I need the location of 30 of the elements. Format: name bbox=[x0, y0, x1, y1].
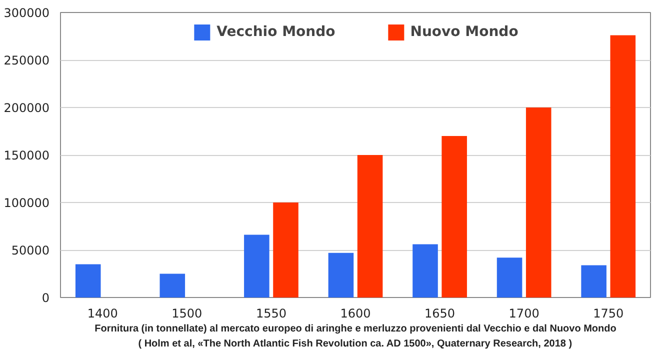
bar bbox=[442, 136, 467, 298]
bar bbox=[357, 155, 383, 298]
text: ( Holm et al, «The North Atlantic Fish Revolution ca. AD 1500», Quaternary Research, 2018 ) bbox=[138, 338, 572, 350]
legend-label: Vecchio Mondo bbox=[216, 24, 336, 40]
x-tick-label: 1500 bbox=[172, 306, 202, 320]
bar bbox=[160, 274, 186, 298]
x-tick-label: 1750 bbox=[593, 306, 624, 320]
bar bbox=[273, 202, 298, 298]
bar bbox=[328, 252, 354, 298]
bar bbox=[581, 265, 606, 298]
y-tick-label: 150000 bbox=[4, 148, 50, 162]
x-tick-label: 1600 bbox=[340, 306, 371, 320]
legend-label: Nuovo Mondo bbox=[410, 24, 518, 40]
y-tick-label: 300000 bbox=[4, 6, 50, 20]
x-tick-label: 1550 bbox=[256, 306, 286, 320]
bar bbox=[496, 258, 522, 298]
bar bbox=[244, 234, 270, 298]
x-tick-label: 1650 bbox=[424, 306, 456, 320]
text: Fornitura (in tonnellate) al mercato europeo di aringhe e merluzzo provenienti dal Vecchio e dal Nuovo Mondo bbox=[94, 324, 616, 334]
y-tick-label: 0 bbox=[42, 291, 50, 305]
x-tick-label: 1700 bbox=[508, 306, 540, 320]
y-tick-label: 50000 bbox=[11, 244, 50, 258]
bar bbox=[75, 264, 101, 298]
y-tick-label: 200000 bbox=[4, 101, 50, 115]
bar bbox=[412, 244, 438, 298]
x-tick-label: 1400 bbox=[87, 306, 118, 320]
bar bbox=[610, 35, 636, 298]
y-tick-label: 100000 bbox=[4, 196, 50, 210]
bar bbox=[526, 108, 552, 298]
y-tick-label: 250000 bbox=[4, 54, 50, 68]
